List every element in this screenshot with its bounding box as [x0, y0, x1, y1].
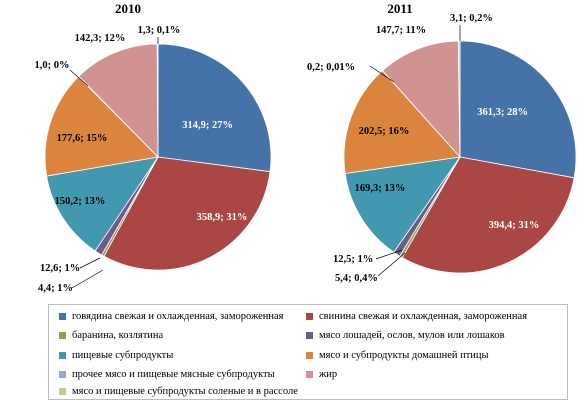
pie-slice-2011-7 — [382, 40, 461, 159]
legend-swatch — [59, 388, 66, 395]
data-label-2011-1: 394,4; 31% — [489, 220, 540, 231]
pie-slice-2011-1 — [401, 156, 575, 274]
data-label-2010-1: 358,9; 31% — [197, 212, 248, 223]
legend-label: мясо и пищевые субпродукты соленые и в р… — [72, 386, 298, 397]
legend-swatch — [306, 332, 313, 339]
legend-item-pork: свинина свежая и охлажденная, замороженн… — [306, 311, 527, 322]
pie-slice-2011-0 — [459, 40, 577, 179]
data-label-2010-6: 1,0; 0% — [35, 60, 70, 71]
leader-line-2010-3 — [79, 257, 101, 269]
pie-charts: 2010 2011 314,9; 27% 358,9; 31% 4,4; 1% 12,… — [35, 1, 577, 294]
legend-label: баранина, козлятина — [72, 330, 164, 341]
data-label-2011-3: 12,5; 1% — [333, 254, 373, 265]
chart-title-2010: 2010 — [115, 1, 141, 16]
data-label-2010-0: 314,9; 27% — [182, 120, 233, 131]
legend-item-poultry: мясо и субпродукты домашней птицы — [306, 350, 489, 361]
legend-item-other-meat: прочее мясо и пищевые мясные субпродукты — [59, 369, 275, 380]
legend-label: говядина свежая и охлажденная, заморожен… — [72, 311, 284, 322]
pie-2011: 361,3; 28% 394,4; 31% 5,4; 0,4% 12,5; 1% 169… — [307, 13, 577, 284]
legend-swatch — [306, 352, 313, 359]
legend-item-salted: мясо и пищевые субпродукты соленые и в р… — [59, 386, 298, 397]
data-label-2011-4: 169,3; 13% — [355, 183, 406, 194]
leader-line-2010-2 — [71, 269, 104, 289]
data-label-2010-8: 1,3; 0,1% — [138, 25, 181, 36]
pie-slice-2010-1 — [103, 156, 271, 271]
pie-slice-2010-7 — [78, 43, 159, 158]
data-label-2011-5: 202,5; 16% — [359, 126, 410, 137]
legend-swatch — [59, 352, 66, 359]
legend-label: жир — [319, 369, 338, 380]
legend-item-beef: говядина свежая и охлажденная, заморожен… — [59, 311, 283, 322]
pie-slice-2010-4 — [46, 156, 159, 252]
legend-swatch — [306, 371, 313, 378]
chart-title-2011: 2011 — [387, 1, 412, 16]
data-label-2010-4: 150,2; 13% — [55, 196, 106, 207]
data-label-2011-0: 361,3; 28% — [477, 107, 528, 118]
legend-label: мясо лошадей, ослов, мулов или лошаков — [319, 330, 505, 341]
leader-line-2011-2 — [377, 252, 406, 277]
legend-label: прочее мясо и пищевые мясные субпродукты — [72, 369, 275, 380]
data-label-2010-5: 177,6; 15% — [57, 133, 108, 144]
legend-swatch — [59, 332, 66, 339]
data-label-2011-7: 147,7; 11% — [376, 25, 426, 36]
leader-line-2011-3 — [375, 249, 403, 260]
data-label-2011-6: 0,2; 0,01% — [307, 62, 355, 73]
data-label-2011-8: 3,1; 0,2% — [450, 13, 493, 24]
pie-slice-2010-0 — [157, 43, 272, 173]
legend-label: пищевые субпродукты — [72, 350, 174, 361]
leader-line-2011-6 — [369, 65, 395, 83]
legend-item-lamb: баранина, козлятина — [59, 330, 163, 341]
data-label-2010-7: 142,3; 12% — [75, 33, 126, 44]
pie-slice-2011-5 — [343, 70, 461, 174]
legend-item-fat: жир — [306, 369, 337, 380]
legend-swatch — [306, 313, 313, 320]
legend: говядина свежая и охлажденная, заморожен… — [48, 304, 568, 400]
legend-label: свинина свежая и охлажденная, замороженн… — [319, 311, 528, 322]
legend-item-offal: пищевые субпродукты — [59, 350, 173, 361]
pie-slice-2011-4 — [344, 156, 461, 253]
data-label-2010-3: 12,6; 1% — [40, 263, 80, 274]
pie-2010: 314,9; 27% 358,9; 31% 4,4; 1% 12,6; 1% 150,2… — [35, 25, 272, 294]
data-label-2010-2: 4,4; 1% — [38, 283, 73, 294]
pie-slice-2010-5 — [44, 76, 159, 177]
legend-item-horse: мясо лошадей, ослов, мулов или лошаков — [306, 330, 505, 341]
legend-swatch — [59, 313, 66, 320]
legend-swatch — [59, 371, 66, 378]
leader-line-2010-6 — [69, 69, 89, 87]
legend-label: мясо и субпродукты домашней птицы — [319, 350, 489, 361]
data-label-2011-2: 5,4; 0,4% — [335, 273, 378, 284]
